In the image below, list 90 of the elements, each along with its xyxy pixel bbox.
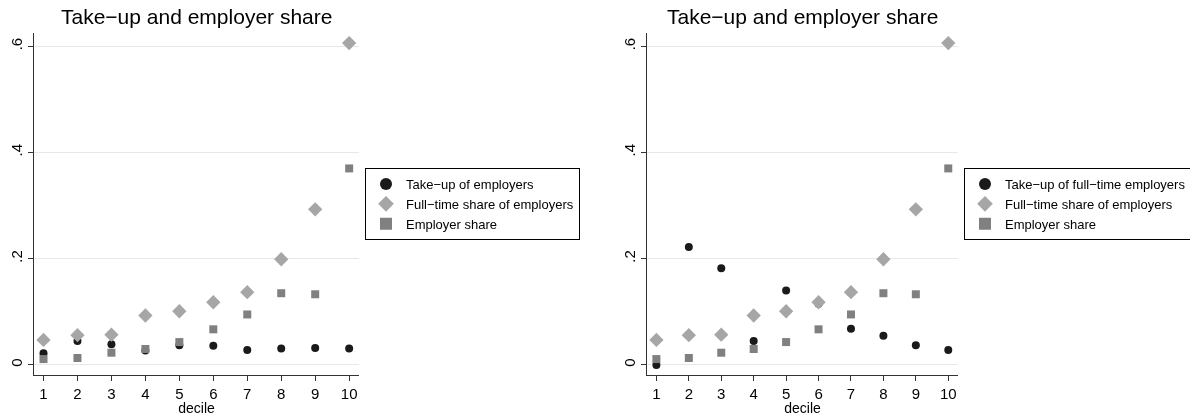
legend-label: Take−up of full−time employers	[1005, 177, 1186, 193]
x-axis-title: decile	[784, 400, 821, 416]
point	[684, 243, 693, 252]
x-tick-label: 2	[73, 385, 82, 402]
point	[778, 304, 794, 319]
point	[311, 290, 320, 299]
point	[746, 308, 761, 323]
x-axis-title: decile	[178, 400, 215, 416]
point	[843, 285, 859, 300]
point	[717, 264, 726, 273]
legend-label: Full−time share of employers	[406, 196, 574, 212]
x-tick-label: 3	[717, 385, 726, 402]
point	[652, 355, 661, 364]
point	[36, 332, 51, 348]
point	[274, 252, 289, 267]
point	[107, 340, 116, 349]
x-tick-label: 9	[311, 385, 320, 402]
point	[879, 331, 888, 340]
point	[879, 289, 888, 298]
x-tick-label: 7	[846, 385, 856, 402]
point	[277, 344, 286, 353]
point	[209, 341, 218, 350]
x-tick-label: 1	[652, 385, 661, 402]
point	[206, 295, 221, 310]
point	[209, 325, 218, 334]
point	[243, 310, 252, 319]
x-tick-label: 8	[277, 385, 286, 402]
point	[811, 295, 826, 310]
point	[944, 346, 953, 355]
point	[107, 348, 116, 357]
legend-label: Employer share	[406, 216, 498, 232]
point	[345, 344, 354, 353]
point	[104, 327, 119, 342]
x-tick-label: 8	[879, 385, 888, 402]
x-tick-label: 5	[175, 385, 184, 402]
y-tick-label: .6	[621, 37, 638, 51]
x-tick-label: 4	[749, 385, 758, 402]
point	[684, 354, 693, 363]
x-tick-label: 5	[781, 385, 791, 402]
point	[649, 332, 664, 348]
point	[876, 252, 891, 267]
point	[782, 286, 791, 295]
x-tick-label: 10	[939, 385, 957, 402]
point	[814, 325, 823, 334]
y-tick-label: 0	[621, 358, 638, 367]
point	[681, 328, 696, 343]
point	[243, 346, 252, 355]
x-tick-label: 10	[340, 385, 358, 402]
legend-label: Employer share	[1005, 216, 1097, 232]
x-tick-label: 7	[243, 385, 252, 402]
point	[911, 290, 920, 299]
point	[717, 348, 726, 357]
y-tick-label: 0	[8, 358, 25, 367]
point	[342, 35, 357, 51]
chart-title: Take−up and employer share	[667, 5, 939, 28]
point	[70, 328, 85, 343]
point	[308, 202, 323, 217]
y-tick-label: .4	[621, 143, 638, 157]
y-tick-label: .6	[8, 37, 25, 51]
chart-title: Take−up and employer share	[61, 5, 333, 28]
y-tick-label: .2	[621, 250, 638, 263]
x-tick-label: 1	[39, 385, 48, 402]
point	[240, 285, 255, 300]
point	[846, 310, 855, 319]
x-tick-label: 3	[107, 385, 116, 402]
point	[172, 304, 187, 319]
legend-label: Full−time share of employers	[1005, 196, 1173, 212]
point	[911, 341, 920, 350]
point	[749, 337, 758, 346]
y-tick-label: .2	[8, 250, 25, 263]
x-tick-label: 6	[209, 385, 218, 402]
x-tick-label: 2	[684, 385, 693, 402]
point	[782, 338, 791, 347]
point	[749, 344, 758, 353]
point	[138, 308, 153, 323]
legend-label: Take−up of employers	[406, 177, 535, 193]
x-tick-label: 6	[814, 385, 823, 402]
point	[846, 324, 855, 333]
x-tick-label: 9	[911, 385, 921, 402]
point	[345, 164, 354, 173]
point	[277, 289, 286, 298]
point	[311, 343, 320, 352]
y-tick-label: .4	[8, 143, 25, 157]
point	[714, 327, 729, 342]
point	[39, 355, 48, 364]
x-tick-label: 4	[141, 385, 150, 402]
point	[908, 202, 923, 217]
point	[941, 35, 956, 51]
point	[944, 164, 953, 173]
point	[73, 354, 82, 363]
